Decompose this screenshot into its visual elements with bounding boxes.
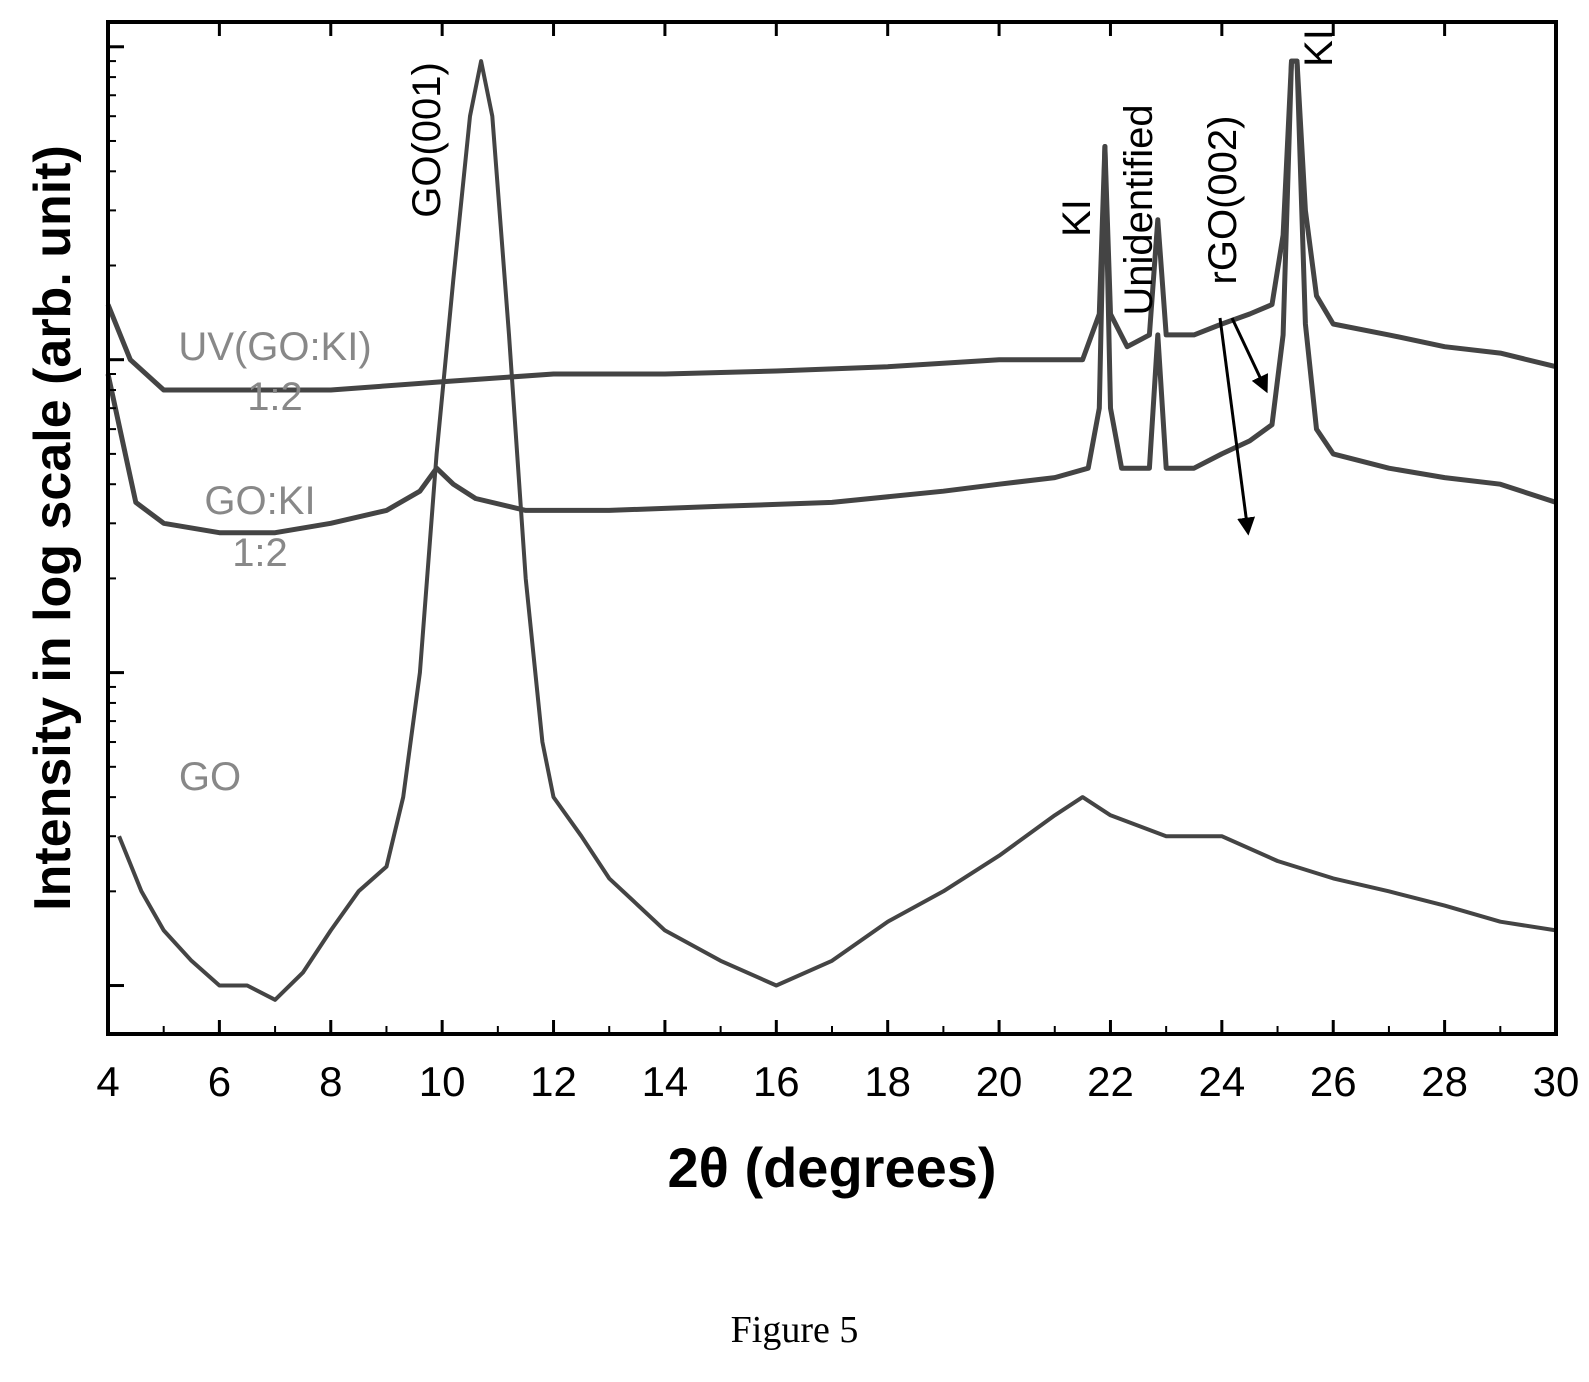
arrow-rgo-goki [1218, 317, 1256, 536]
arrow-rgo-uv [1230, 317, 1268, 394]
x-tick-label-8: 8 [319, 1058, 342, 1105]
series-label-uv-go-ki-line-2: 1:2 [247, 375, 303, 419]
y-axis-label: Intensity in log scale (arb. unit) [24, 145, 82, 911]
x-tick-label-26: 26 [1310, 1058, 1357, 1105]
annotation-go-001: GO(001) [405, 62, 449, 218]
x-tick-label-4: 4 [96, 1058, 119, 1105]
series-label-uv-go-ki-line-1: UV(GO:KI) [178, 325, 371, 369]
x-tick-label-12: 12 [530, 1058, 577, 1105]
x-tick-label-18: 18 [864, 1058, 911, 1105]
series-label-go-ki-line-1: GO:KI [204, 479, 315, 523]
figure-caption: Figure 5 [730, 1309, 859, 1351]
x-tick-label-16: 16 [753, 1058, 800, 1105]
series-line-uv-go-ki [105, 58, 1557, 393]
x-tick-label-14: 14 [642, 1058, 689, 1105]
series-line-go [117, 59, 1557, 1002]
series-label-go-ki-line-2: 1:2 [232, 531, 288, 575]
annotation-ki-25: KI [1297, 29, 1341, 67]
series-label-go-line-1: GO [179, 755, 241, 799]
x-tick-label-22: 22 [1087, 1058, 1134, 1105]
series-line-go-ki [105, 58, 1557, 536]
plot-frame [106, 20, 1558, 1036]
x-tick-label-24: 24 [1198, 1058, 1245, 1105]
tick-layer: 4 6 8 10 12 14 16 18 20 22 24 26 28 30 [96, 22, 1579, 1105]
x-axis-label: 2θ (degrees) [667, 1136, 996, 1199]
annotation-ki-22: KI [1055, 199, 1099, 237]
series-layer [105, 58, 1557, 1002]
annotation-rgo-002: rGO(002) [1201, 116, 1245, 285]
x-tick-label-10: 10 [419, 1058, 466, 1105]
series-label-layer: UV(GO:KI) 1:2 GO:KI 1:2 GO [178, 325, 371, 799]
x-tick-label-30: 30 [1533, 1058, 1580, 1105]
annotation-layer: GO(001) KI Unidentified rGO(002) KI [405, 29, 1341, 536]
x-tick-label-20: 20 [976, 1058, 1023, 1105]
annotation-unidentified: Unidentified [1117, 104, 1161, 315]
x-tick-label-6: 6 [208, 1058, 231, 1105]
x-tick-label-28: 28 [1421, 1058, 1468, 1105]
